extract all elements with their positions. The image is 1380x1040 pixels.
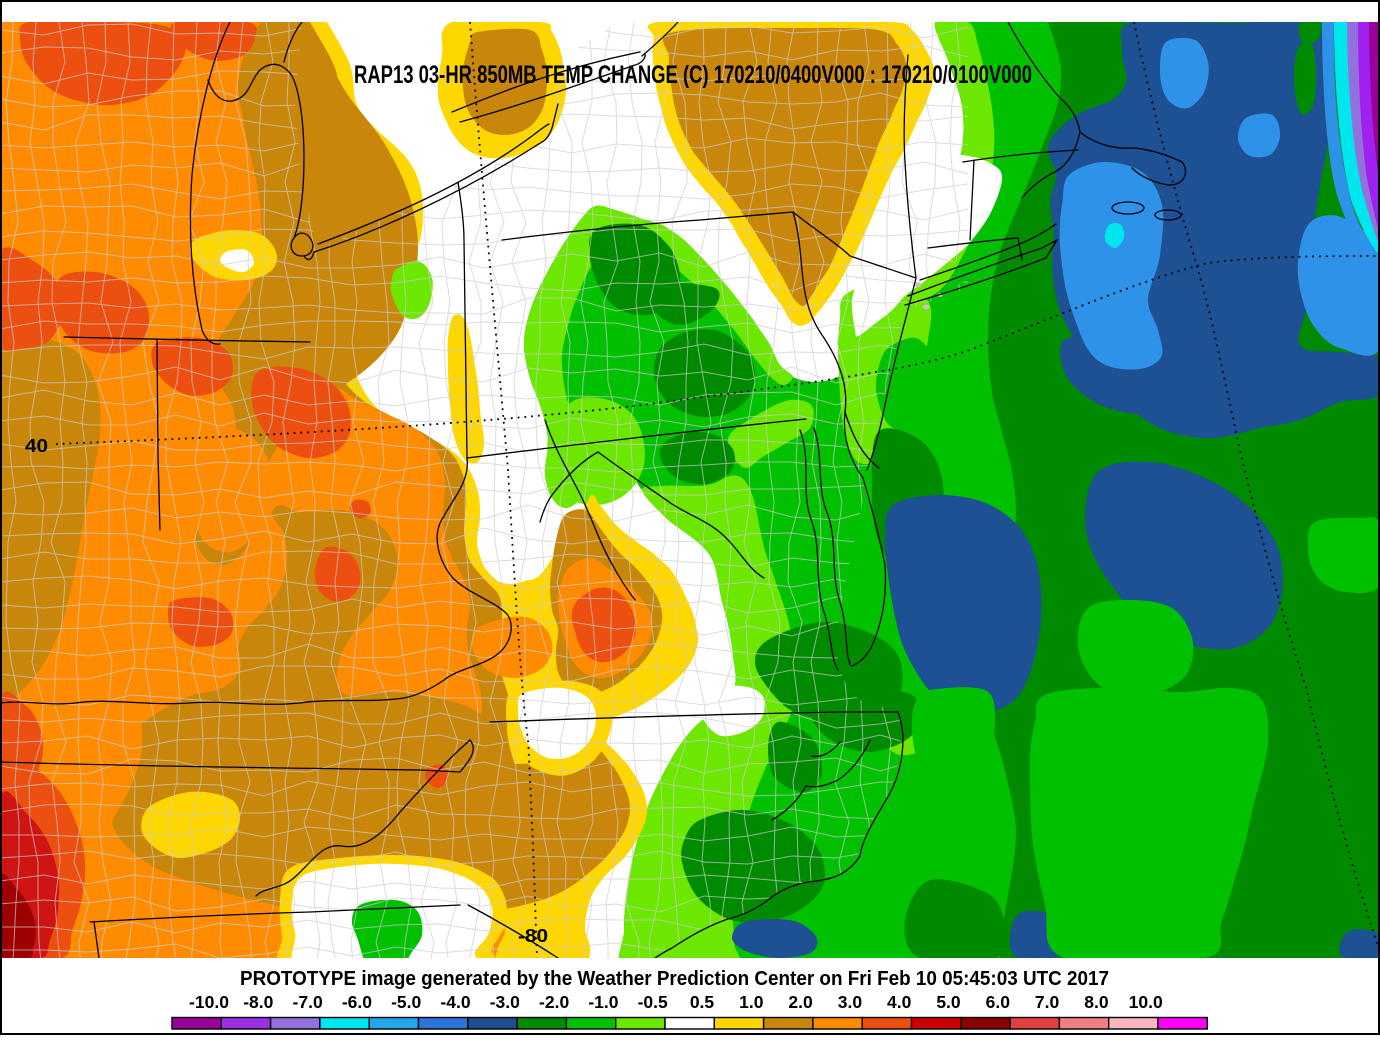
svg-text:5.0: 5.0 xyxy=(936,992,961,1012)
svg-text:-10.0: -10.0 xyxy=(189,992,229,1012)
svg-text:-0.5: -0.5 xyxy=(638,992,668,1012)
svg-text:40: 40 xyxy=(25,436,48,456)
svg-text:8.0: 8.0 xyxy=(1084,992,1109,1012)
svg-text:-2.0: -2.0 xyxy=(539,992,569,1012)
svg-text:-5.0: -5.0 xyxy=(391,992,421,1012)
svg-text:-7.0: -7.0 xyxy=(293,992,323,1012)
svg-text:6.0: 6.0 xyxy=(986,992,1011,1012)
svg-text:10.0: 10.0 xyxy=(1129,992,1163,1012)
svg-text:2.0: 2.0 xyxy=(788,992,813,1012)
svg-text:3.0: 3.0 xyxy=(838,992,863,1012)
svg-text:4.0: 4.0 xyxy=(887,992,912,1012)
svg-text:-8.0: -8.0 xyxy=(243,992,273,1012)
svg-text:-1.0: -1.0 xyxy=(588,992,618,1012)
svg-text:0.5: 0.5 xyxy=(690,992,715,1012)
svg-text:-4.0: -4.0 xyxy=(440,992,470,1012)
svg-text:PROTOTYPE image generated by t: PROTOTYPE image generated by the Weather… xyxy=(240,968,1109,990)
svg-text:1.0: 1.0 xyxy=(739,992,764,1012)
svg-text:-6.0: -6.0 xyxy=(342,992,372,1012)
svg-text:RAP13 03-HR 850MB TEMP CHANGE: RAP13 03-HR 850MB TEMP CHANGE (C) 170210… xyxy=(354,61,1032,89)
svg-text:-80: -80 xyxy=(518,926,548,946)
svg-text:-3.0: -3.0 xyxy=(490,992,520,1012)
svg-text:7.0: 7.0 xyxy=(1035,992,1060,1012)
